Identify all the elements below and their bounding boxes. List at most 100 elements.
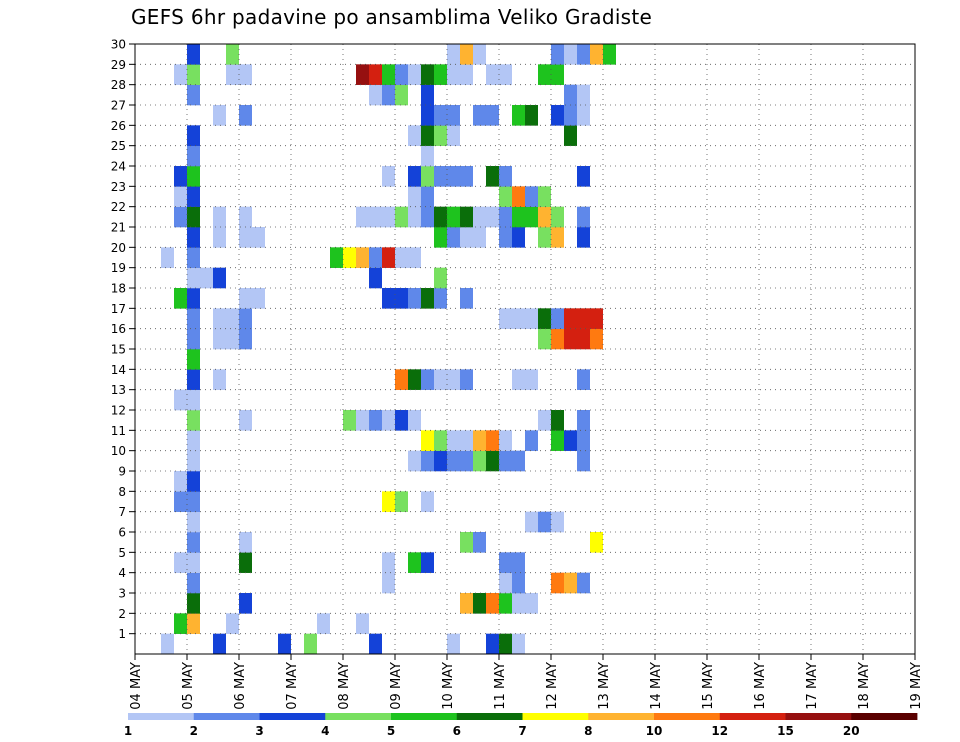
precip-cell: [395, 84, 408, 106]
precip-cell: [317, 613, 330, 634]
precip-cell: [551, 511, 564, 533]
x-tick-label: 13 MAY: [597, 662, 612, 710]
precip-cell: [473, 430, 486, 451]
x-axis-dates: 04 MAY 05 MAY 06 MAY 07 MAY 08 MAY 09 MAY 10 M…: [129, 654, 924, 710]
precip-cell: [356, 613, 369, 634]
x-tick-label: 15 MAY: [701, 662, 716, 710]
colorbar-swatch: [654, 713, 721, 720]
precip-cell: [395, 410, 408, 431]
x-tick-label: 19 MAY: [909, 662, 924, 710]
precip-cell: [187, 511, 200, 533]
precip-cell: [421, 166, 434, 187]
precip-cell: [525, 369, 538, 390]
colorbar-label: 4: [321, 724, 329, 738]
y-tick-label: 8: [118, 485, 126, 499]
precip-cell: [187, 450, 200, 472]
y-tick-label: 14: [111, 363, 126, 377]
precip-cell: [499, 227, 512, 248]
precip-cell: [252, 288, 265, 309]
precip-cell: [538, 511, 551, 533]
precip-cell: [460, 430, 473, 451]
precip-cell: [499, 430, 512, 451]
precip-cell: [434, 125, 447, 146]
precip-cell: [460, 369, 473, 390]
precip-cell: [187, 572, 200, 594]
precip-cell: [499, 450, 512, 472]
precip-cell: [174, 186, 187, 207]
precip-cell: [538, 227, 551, 248]
precip-cell: [473, 593, 486, 614]
colorbar-swatch: [391, 713, 458, 720]
precip-cell: [577, 84, 590, 106]
precip-cell: [551, 572, 564, 594]
colorbar: 1 2 3 4 5 6 7 8 10 12 15 20: [124, 713, 918, 738]
precip-cell: [590, 328, 603, 350]
precip-cell: [200, 267, 213, 289]
precip-cell: [512, 572, 525, 594]
precip-cell: [395, 64, 408, 85]
y-tick-label: 17: [111, 302, 126, 316]
precip-cell: [551, 64, 564, 85]
y-tick-label: 22: [111, 200, 126, 214]
precip-cell: [382, 247, 395, 268]
precip-cell: [590, 532, 603, 553]
precip-cell: [187, 247, 200, 268]
precip-cell: [551, 206, 564, 228]
colorbar-label: 5: [387, 724, 395, 738]
precip-cell: [577, 105, 590, 126]
precip-cell: [499, 206, 512, 228]
y-tick-label: 1: [118, 627, 126, 641]
precip-cell: [577, 308, 590, 329]
x-tick-label: 09 MAY: [389, 662, 404, 710]
precip-cell: [460, 450, 473, 472]
precip-cell: [382, 410, 395, 431]
colorbar-label: 6: [453, 724, 461, 738]
precip-cell: [434, 206, 447, 228]
precip-cell: [408, 247, 421, 268]
precip-cell: [239, 328, 252, 350]
precip-cell: [499, 308, 512, 329]
precip-cell: [447, 105, 460, 126]
x-tick-label: 05 MAY: [181, 662, 196, 710]
colorbar-swatch: [193, 713, 260, 720]
precip-cell: [408, 64, 421, 85]
precip-cell: [551, 430, 564, 451]
precip-cell: [187, 389, 200, 411]
precip-cell: [343, 410, 356, 431]
precip-cell: [187, 186, 200, 207]
precip-cell: [408, 288, 421, 309]
precip-cell: [408, 206, 421, 228]
y-axis-members: 1234567891011121314151617181920212223242…: [111, 38, 135, 641]
precip-cell: [369, 206, 382, 228]
precip-cell: [356, 247, 369, 268]
chart-title: GEFS 6hr padavine po ansamblima Veliko G…: [131, 5, 653, 29]
precip-cell: [486, 450, 499, 472]
precip-cell: [395, 247, 408, 268]
precip-cell: [343, 247, 356, 268]
y-tick-label: 24: [111, 160, 126, 174]
precip-cell: [486, 206, 499, 228]
precip-cell: [395, 369, 408, 390]
precip-cell: [434, 166, 447, 187]
precip-cell: [421, 64, 434, 85]
y-tick-label: 30: [111, 38, 126, 52]
precip-cell: [564, 328, 577, 350]
precip-cell: [382, 166, 395, 187]
precip-cell: [408, 552, 421, 573]
precip-cell: [460, 64, 473, 85]
precip-cell: [239, 308, 252, 329]
precip-cell: [421, 288, 434, 309]
y-tick-label: 16: [111, 322, 126, 336]
precip-cell: [187, 369, 200, 390]
precip-cell: [226, 308, 239, 329]
precip-cell: [213, 227, 226, 248]
precip-cell: [525, 593, 538, 614]
precip-cell: [460, 227, 473, 248]
precip-cell: [369, 64, 382, 85]
precip-cell: [590, 308, 603, 329]
colorbar-label: 12: [711, 724, 728, 738]
precip-cell: [525, 430, 538, 451]
precip-cell: [486, 166, 499, 187]
precip-cell: [382, 552, 395, 573]
precip-cell: [564, 84, 577, 106]
